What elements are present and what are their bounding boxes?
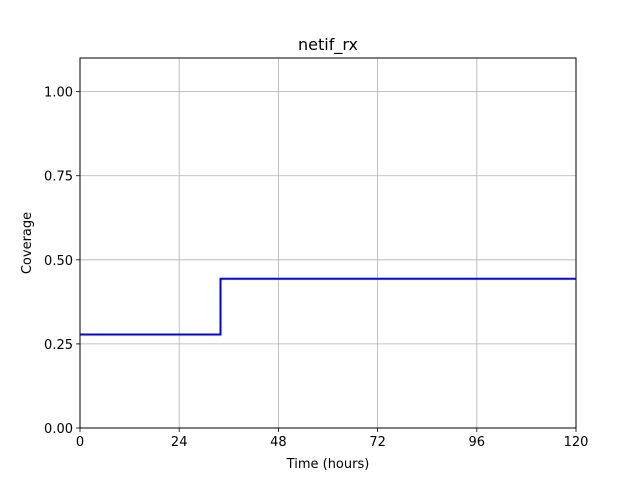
- chart-title: netif_rx: [298, 35, 358, 55]
- tick-marks: [76, 91, 577, 432]
- x-tick-label: 72: [369, 435, 386, 450]
- x-axis-label: Time (hours): [286, 457, 370, 472]
- y-tick-labels: 0.00 0.25 0.50 0.75 1.00: [44, 86, 73, 437]
- coverage-series-line-0: [80, 277, 576, 336]
- x-tick-label: 0: [76, 435, 84, 450]
- y-tick-label: 0.50: [44, 254, 73, 269]
- x-tick-label: 96: [469, 435, 486, 450]
- plot-frame: [79, 57, 577, 429]
- series-layer: [80, 277, 576, 336]
- y-axis-label: Coverage: [20, 212, 35, 274]
- x-tick-labels: 0 24 48 72 96 120: [76, 435, 589, 450]
- x-tick-label: 48: [270, 435, 287, 450]
- y-tick-label: 0.00: [44, 422, 73, 437]
- x-tick-label: 120: [564, 435, 589, 450]
- y-tick-label: 0.25: [44, 338, 73, 353]
- y-tick-label: 0.75: [44, 170, 73, 185]
- y-tick-label: 1.00: [44, 86, 73, 101]
- x-tick-label: 24: [171, 435, 188, 450]
